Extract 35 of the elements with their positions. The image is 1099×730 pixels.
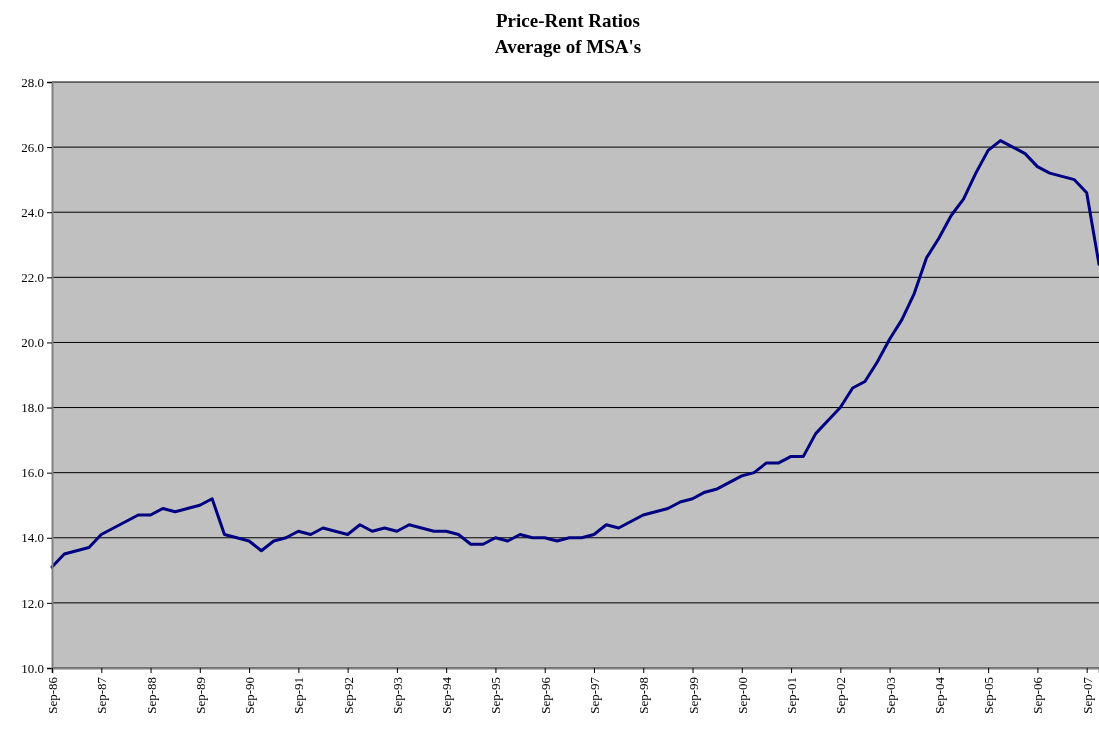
x-tick-label: Sep-90 xyxy=(242,677,258,714)
x-tick-label: Sep-87 xyxy=(94,676,110,714)
y-tick-label: 12.0 xyxy=(21,595,44,611)
y-tick-label: 28.0 xyxy=(21,74,44,90)
y-tick-label: 18.0 xyxy=(21,400,44,416)
x-tick-label: Sep-89 xyxy=(192,677,208,714)
y-tick-label: 20.0 xyxy=(21,335,44,351)
x-tick-label: Sep-06 xyxy=(1030,676,1046,714)
x-tick-label: Sep-98 xyxy=(636,677,652,714)
x-tick-label: Sep-88 xyxy=(143,677,159,714)
chart-subtitle: Average of MSA's xyxy=(494,36,642,57)
y-tick-label: 16.0 xyxy=(21,465,44,481)
x-tick-label: Sep-99 xyxy=(685,677,701,714)
x-tick-label: Sep-94 xyxy=(439,676,455,714)
x-tick-label: Sep-04 xyxy=(931,676,947,714)
chart-title: Price-Rent Ratios xyxy=(495,10,641,31)
x-tick-label: Sep-91 xyxy=(291,677,307,714)
x-tick-label: Sep-00 xyxy=(734,677,750,714)
x-tick-label: Sep-93 xyxy=(389,677,405,714)
y-tick-label: 22.0 xyxy=(21,269,44,285)
x-tick-label: Sep-96 xyxy=(537,676,553,714)
x-tick-label: Sep-05 xyxy=(981,677,997,714)
y-tick-label: 24.0 xyxy=(21,204,44,220)
x-tick-label: Sep-95 xyxy=(488,677,504,714)
x-tick-label: Sep-97 xyxy=(587,676,603,714)
x-tick-label: Sep-07 xyxy=(1079,676,1095,714)
y-tick-label: 10.0 xyxy=(21,660,44,676)
x-tick-label: Sep-86 xyxy=(45,676,61,714)
x-tick-label: Sep-01 xyxy=(784,677,800,714)
y-tick-label: 26.0 xyxy=(21,139,44,155)
x-tick-label: Sep-92 xyxy=(340,677,356,714)
line-series xyxy=(50,139,1099,569)
x-tick-label: Sep-03 xyxy=(882,677,898,714)
y-tick-label: 14.0 xyxy=(21,530,44,546)
x-tick-label: Sep-02 xyxy=(833,677,849,714)
